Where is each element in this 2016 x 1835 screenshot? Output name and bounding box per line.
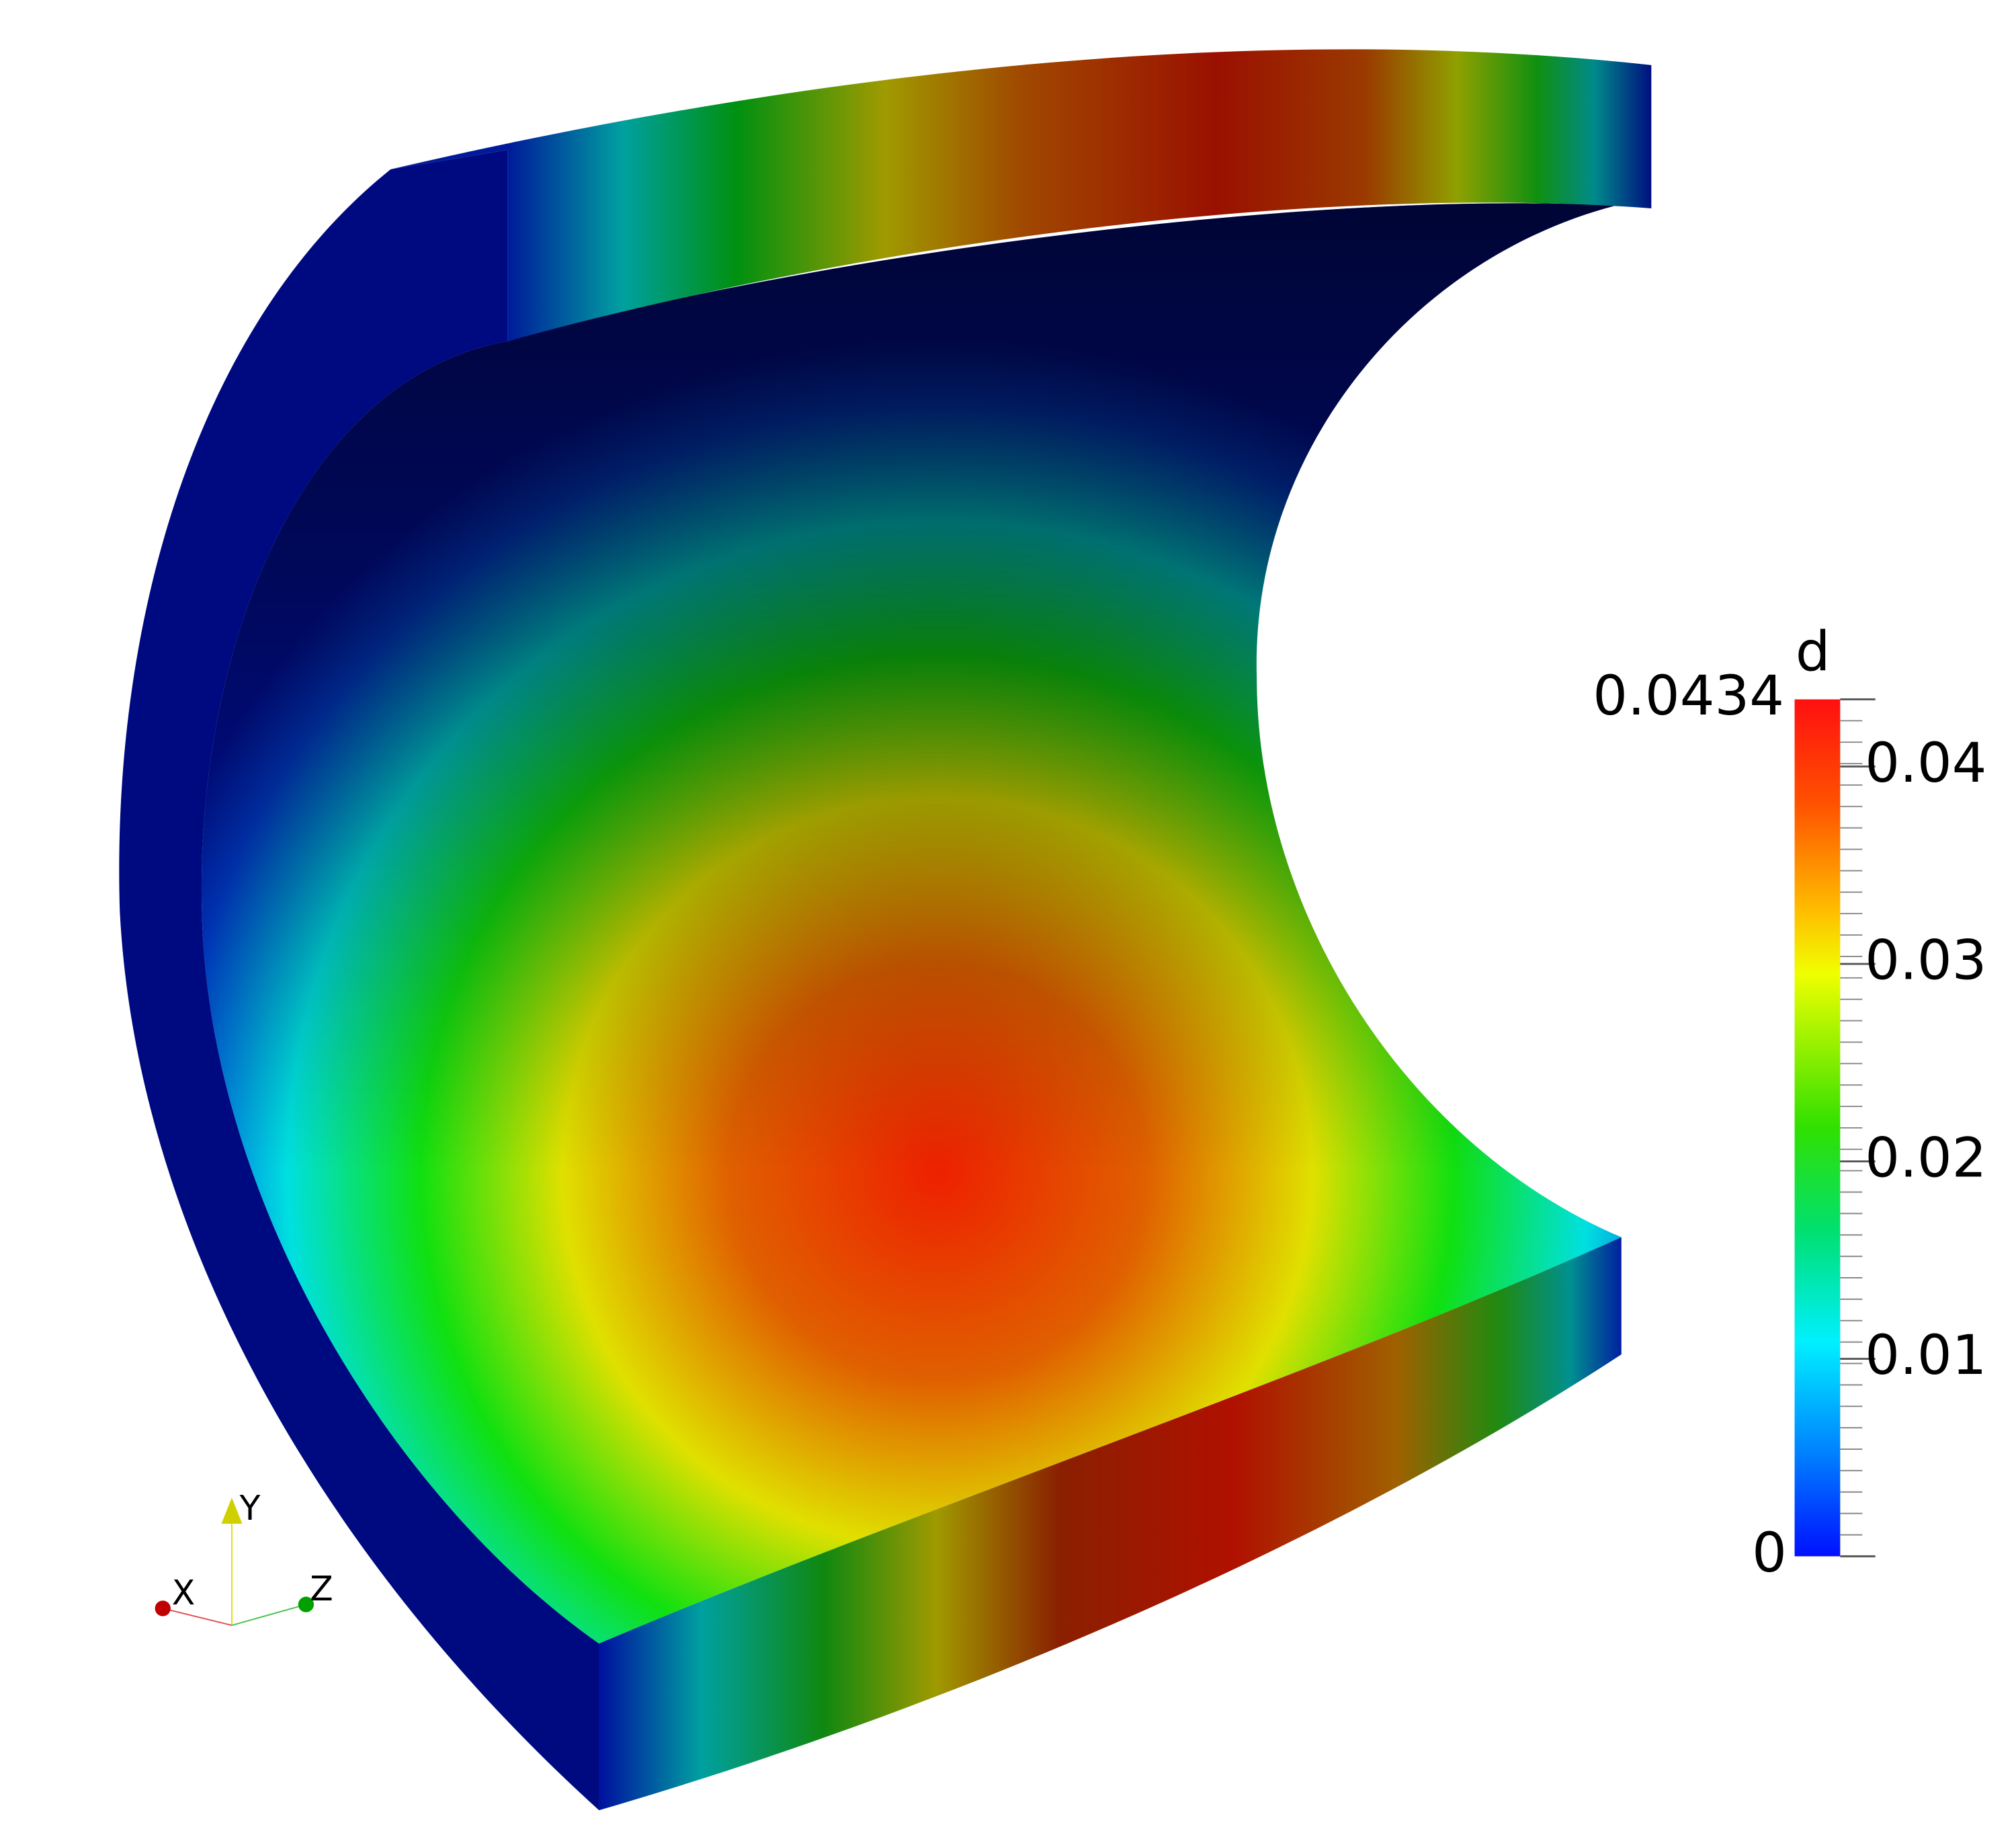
top-face <box>390 49 1652 341</box>
x-arrow <box>155 1600 171 1617</box>
x-axis <box>163 1607 233 1626</box>
tick-label: 0.01 <box>1865 1323 1986 1387</box>
y-arrow <box>221 1498 243 1524</box>
outer-face <box>119 149 599 1811</box>
triad-label: Y <box>239 1488 261 1528</box>
colorbar-title: d <box>1796 620 1831 684</box>
triad-label: Z <box>310 1569 333 1608</box>
tick-label: 0.04 <box>1865 731 1986 795</box>
tick-label: 0.03 <box>1865 929 1986 993</box>
z-axis <box>231 1604 306 1626</box>
z-arrow <box>298 1596 314 1613</box>
axes-triad: X Y Z <box>155 1488 333 1626</box>
tick-label: 0.02 <box>1865 1126 1986 1190</box>
colorbar: d 0.0434 0 0.01 0.02 0.03 0.04 <box>1593 620 1986 1585</box>
range-label: 0.0434 <box>1593 664 1784 728</box>
inner-shade <box>201 203 1622 1644</box>
colorbar-gradient <box>1794 699 1841 1557</box>
triad-label: X <box>172 1573 196 1613</box>
range-label: 0 <box>1752 1521 1787 1585</box>
bottom-face <box>599 1237 1622 1811</box>
